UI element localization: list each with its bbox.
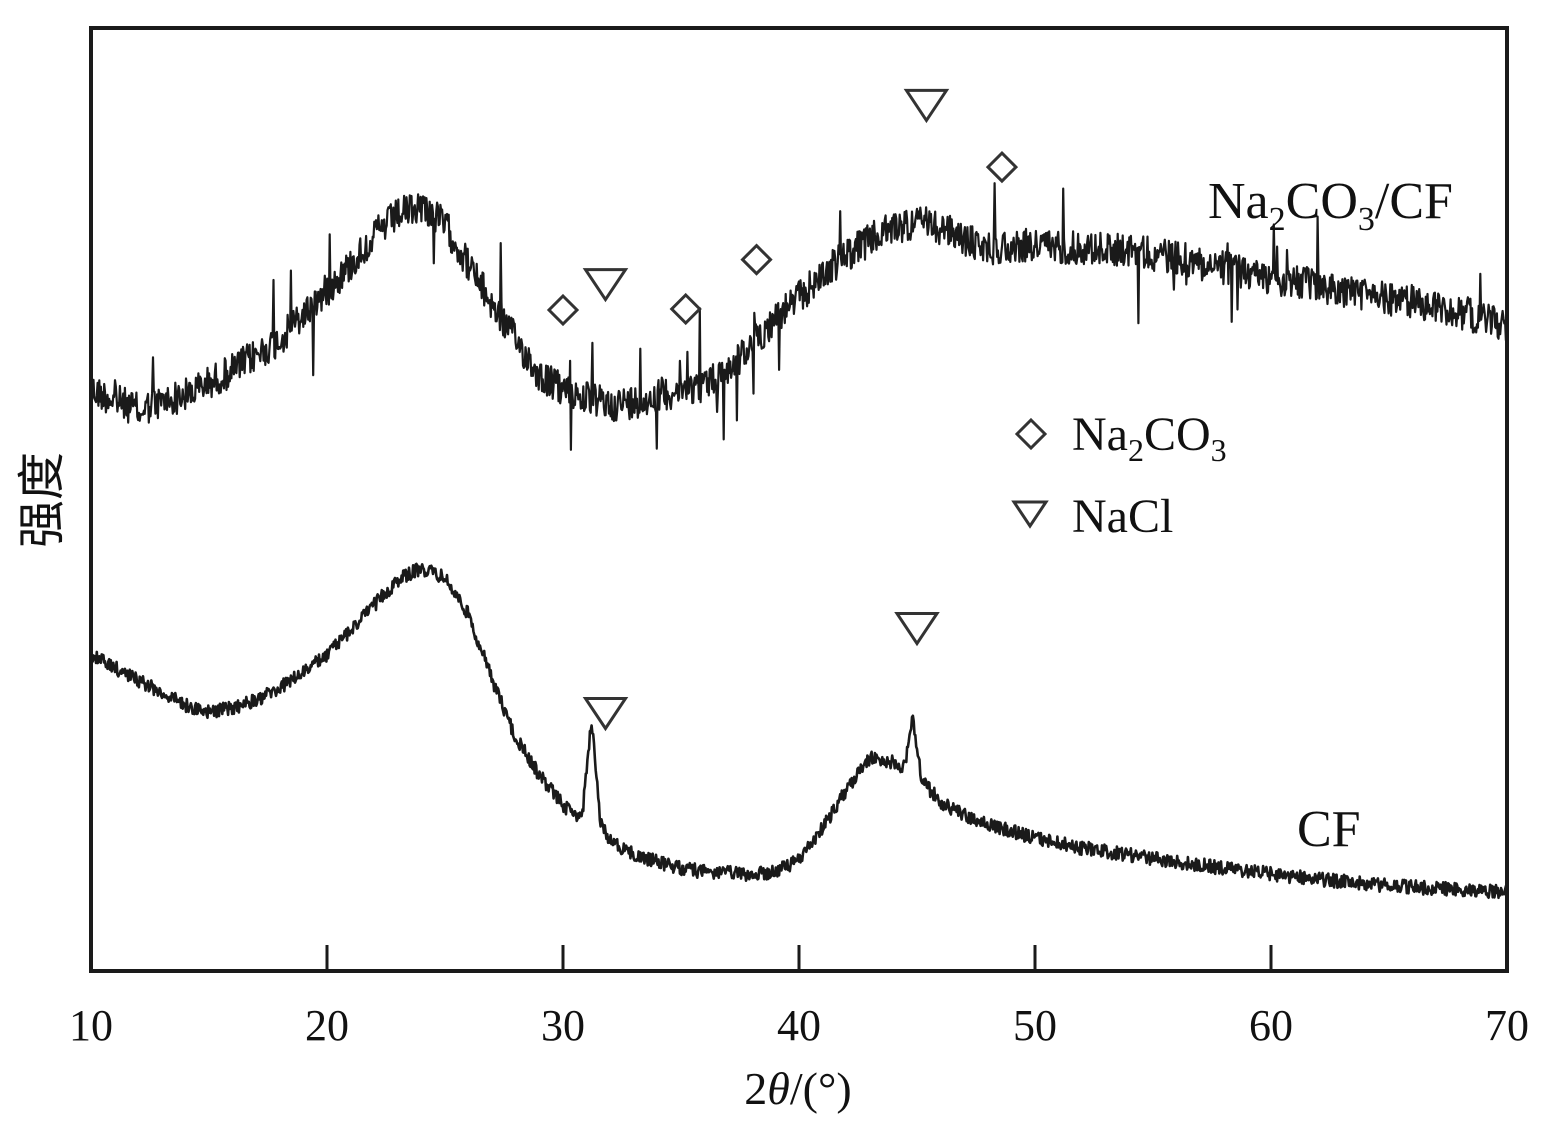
peak-marker-diamond-icon xyxy=(985,150,1019,184)
peak-marker-triangle-icon xyxy=(894,612,940,647)
x-tick-label: 10 xyxy=(69,1001,113,1050)
y-axis-title: 强度 xyxy=(14,452,70,548)
legend: Na2CO3 NaCl xyxy=(1011,408,1227,543)
series-label-cf: CF xyxy=(1297,801,1361,858)
peak-marker-triangle-icon xyxy=(582,268,629,303)
legend-triangle-icon xyxy=(1011,500,1049,529)
peak-marker-diamond-icon xyxy=(546,293,580,327)
series-line-na2co3-cf xyxy=(90,182,1508,451)
x-axis-ticks: 10 20 30 40 50 60 70 xyxy=(69,945,1529,1050)
peak-marker-diamond-icon xyxy=(669,292,702,326)
peak-marker-triangle-icon xyxy=(582,697,629,732)
peak-markers xyxy=(546,88,1019,732)
peak-marker-diamond-icon xyxy=(740,243,773,276)
legend-diamond-icon xyxy=(1014,417,1048,451)
series-layer xyxy=(89,182,1509,900)
series-label-na2co3-cf: Na2CO3/CF xyxy=(1208,173,1453,238)
series-line-cf xyxy=(89,562,1509,900)
plot-frame xyxy=(89,26,1509,973)
legend-label-na2co3: Na2CO3 xyxy=(1072,408,1227,468)
x-tick-label: 40 xyxy=(777,1001,821,1050)
x-tick-label: 50 xyxy=(1013,1001,1057,1050)
x-axis-title: 2θ/(°) xyxy=(744,1063,851,1114)
x-tick-label: 70 xyxy=(1485,1001,1529,1050)
legend-label-nacl: NaCl xyxy=(1072,490,1173,543)
x-tick-label: 20 xyxy=(305,1001,349,1050)
x-tick-label: 30 xyxy=(541,1001,585,1050)
peak-marker-triangle-icon xyxy=(903,88,950,124)
x-tick-label: 60 xyxy=(1249,1001,1293,1050)
